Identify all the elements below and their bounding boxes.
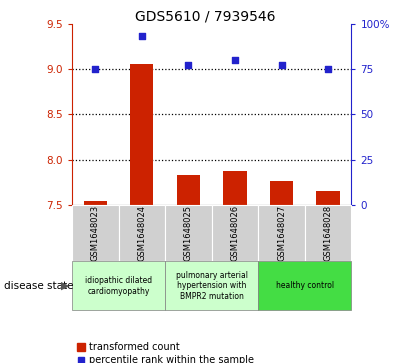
Bar [177,175,200,205]
Text: GDS5610 / 7939546: GDS5610 / 7939546 [135,9,276,23]
Point [325,66,331,72]
Bar [83,201,107,205]
Bar [258,205,305,261]
Bar [212,205,258,261]
Text: GSM1648025: GSM1648025 [184,205,193,261]
Bar [165,261,258,310]
Bar [270,181,293,205]
Point [185,62,192,68]
Legend: transformed count, percentile rank within the sample: transformed count, percentile rank withi… [77,342,254,363]
Text: GSM1648028: GSM1648028 [323,205,332,261]
Bar [72,261,165,310]
Bar [316,192,340,205]
Text: idiopathic dilated
cardiomyopathy: idiopathic dilated cardiomyopathy [85,276,152,295]
Text: pulmonary arterial
hypertension with
BMPR2 mutation: pulmonary arterial hypertension with BMP… [175,271,248,301]
Bar [130,64,153,205]
Text: GSM1648027: GSM1648027 [277,205,286,261]
Text: GSM1648023: GSM1648023 [91,205,100,261]
Text: disease state: disease state [4,281,74,291]
Point [278,62,285,68]
Text: healthy control: healthy control [276,281,334,290]
Point [139,33,145,39]
Bar [165,205,212,261]
Text: GSM1648024: GSM1648024 [137,205,146,261]
Bar [223,171,247,205]
Bar [305,205,351,261]
Bar [258,261,351,310]
Bar [72,205,118,261]
Text: ▶: ▶ [61,281,70,291]
Point [232,57,238,63]
Point [92,66,99,72]
Bar [118,205,165,261]
Text: GSM1648026: GSM1648026 [231,205,240,261]
